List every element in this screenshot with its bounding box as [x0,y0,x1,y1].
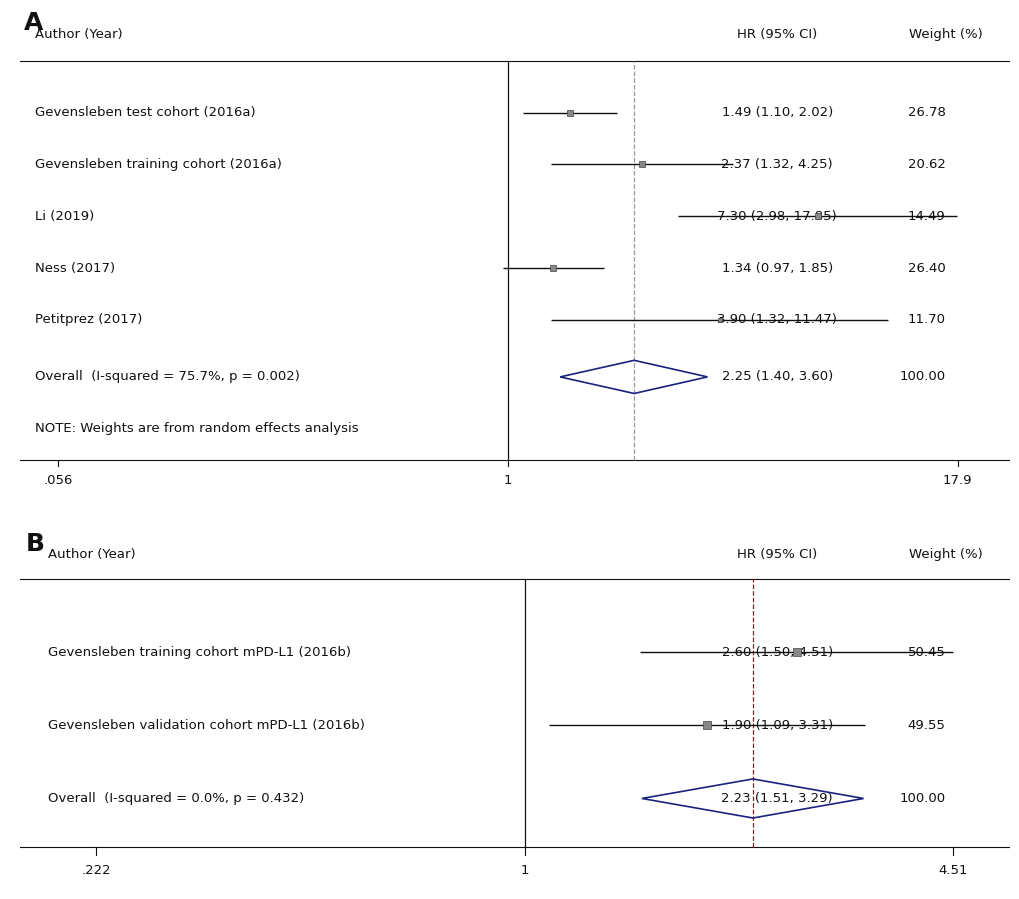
Text: Gevensleben validation cohort mPD-L1 (2016b): Gevensleben validation cohort mPD-L1 (20… [48,718,364,732]
Text: A: A [23,11,43,35]
Text: Li (2019): Li (2019) [36,209,95,223]
Text: 1: 1 [520,864,529,877]
Text: 2.23 (1.51, 3.29): 2.23 (1.51, 3.29) [720,792,833,805]
Text: 1.49 (1.10, 2.02): 1.49 (1.10, 2.02) [721,106,833,120]
Text: Weight (%): Weight (%) [908,29,981,41]
Text: 2.37 (1.32, 4.25): 2.37 (1.32, 4.25) [720,158,833,171]
Text: Gevensleben training cohort (2016a): Gevensleben training cohort (2016a) [36,158,282,171]
Text: Author (Year): Author (Year) [48,547,135,561]
Text: 20.62: 20.62 [907,158,945,171]
Text: NOTE: Weights are from random effects analysis: NOTE: Weights are from random effects an… [36,423,359,435]
Text: 14.49: 14.49 [907,209,945,223]
Text: B: B [26,531,45,556]
Text: 26.40: 26.40 [907,262,945,274]
Text: 2.60 (1.50, 4.51): 2.60 (1.50, 4.51) [721,645,833,659]
Text: Overall  (I-squared = 0.0%, p = 0.432): Overall (I-squared = 0.0%, p = 0.432) [48,792,304,805]
Text: Overall  (I-squared = 75.7%, p = 0.002): Overall (I-squared = 75.7%, p = 0.002) [36,370,300,383]
Text: Author (Year): Author (Year) [36,29,122,41]
Text: 1.90 (1.09, 3.31): 1.90 (1.09, 3.31) [721,718,833,732]
Text: Gevensleben test cohort (2016a): Gevensleben test cohort (2016a) [36,106,256,120]
Text: 7.30 (2.98, 17.85): 7.30 (2.98, 17.85) [716,209,837,223]
Text: 50.45: 50.45 [907,645,945,659]
Text: Gevensleben training cohort mPD-L1 (2016b): Gevensleben training cohort mPD-L1 (2016… [48,645,351,659]
Text: Weight (%): Weight (%) [908,547,981,561]
Text: .222: .222 [82,864,111,877]
Text: 1.34 (0.97, 1.85): 1.34 (0.97, 1.85) [721,262,833,274]
Text: 26.78: 26.78 [907,106,945,120]
Text: 49.55: 49.55 [907,718,945,732]
Text: 2.25 (1.40, 3.60): 2.25 (1.40, 3.60) [721,370,833,383]
Text: Petitprez (2017): Petitprez (2017) [36,314,143,326]
Text: 17.9: 17.9 [942,475,971,487]
Text: HR (95% CI): HR (95% CI) [737,29,816,41]
Text: Ness (2017): Ness (2017) [36,262,115,274]
Text: HR (95% CI): HR (95% CI) [737,547,816,561]
Text: 3.90 (1.32, 11.47): 3.90 (1.32, 11.47) [716,314,837,326]
Text: 1: 1 [503,475,512,487]
Text: 4.51: 4.51 [937,864,967,877]
Text: .056: .056 [43,475,72,487]
Text: 11.70: 11.70 [907,314,945,326]
Text: 100.00: 100.00 [899,370,945,383]
Text: 100.00: 100.00 [899,792,945,805]
